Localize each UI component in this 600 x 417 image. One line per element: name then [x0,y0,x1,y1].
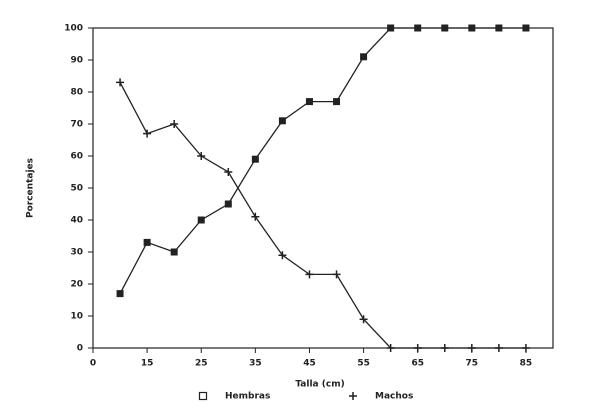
data-point [224,200,232,208]
data-point [495,24,503,32]
data-point [251,212,260,221]
legend-label: Machos [375,392,413,402]
data-point [333,98,341,106]
y-tick-label: 20 [70,280,83,290]
data-point [360,53,368,61]
y-tick-label: 50 [70,184,83,194]
data-point [143,129,152,138]
data-point [441,24,449,32]
x-tick-label: 35 [249,359,262,369]
y-axis-label: Porcentajes [26,158,36,218]
data-point [521,344,530,352]
y-tick-label: 90 [70,56,83,66]
data-point [143,238,151,246]
y-tick-label: 100 [64,24,83,34]
data-point [251,155,259,163]
legend-label: Hembras [225,392,270,402]
data-point [359,315,368,324]
y-tick-label: 10 [70,312,83,322]
x-tick-label: 0 [90,359,96,369]
data-point [414,24,422,32]
data-point [467,344,476,352]
data-point [278,251,287,260]
x-axis-label: Talla (cm) [295,380,344,390]
x-tick-label: 75 [466,359,479,369]
data-point [305,98,313,106]
data-point [468,24,476,32]
data-point [197,152,206,160]
x-tick-label: 15 [141,359,154,369]
legend-marker [349,392,357,400]
data-point [116,290,124,298]
data-point [170,248,178,256]
data-point [305,270,314,279]
y-tick-label: 70 [70,120,83,130]
data-point [386,344,395,352]
data-point [116,78,125,87]
data-point [170,120,179,128]
data-point [522,24,530,32]
y-tick-label: 80 [70,88,83,98]
x-tick-label: 65 [411,359,424,369]
y-tick-label: 30 [70,248,83,258]
series-line [119,82,526,349]
x-tick-label: 45 [303,359,316,369]
y-tick-label: 60 [70,152,83,162]
data-point [387,24,395,32]
data-point [278,117,286,125]
data-point [197,216,205,224]
data-point [440,344,449,352]
y-tick-label: 40 [70,216,83,226]
series-line [119,27,526,294]
x-tick-label: 25 [195,359,208,369]
data-point [332,270,341,279]
x-tick-label: 85 [520,359,533,369]
data-point [413,344,422,352]
data-point [494,344,503,352]
x-tick-label: 55 [357,359,370,369]
plot-frame [92,27,554,349]
y-tick-label: 0 [77,344,83,354]
legend-marker [198,391,208,401]
data-point [224,168,233,176]
